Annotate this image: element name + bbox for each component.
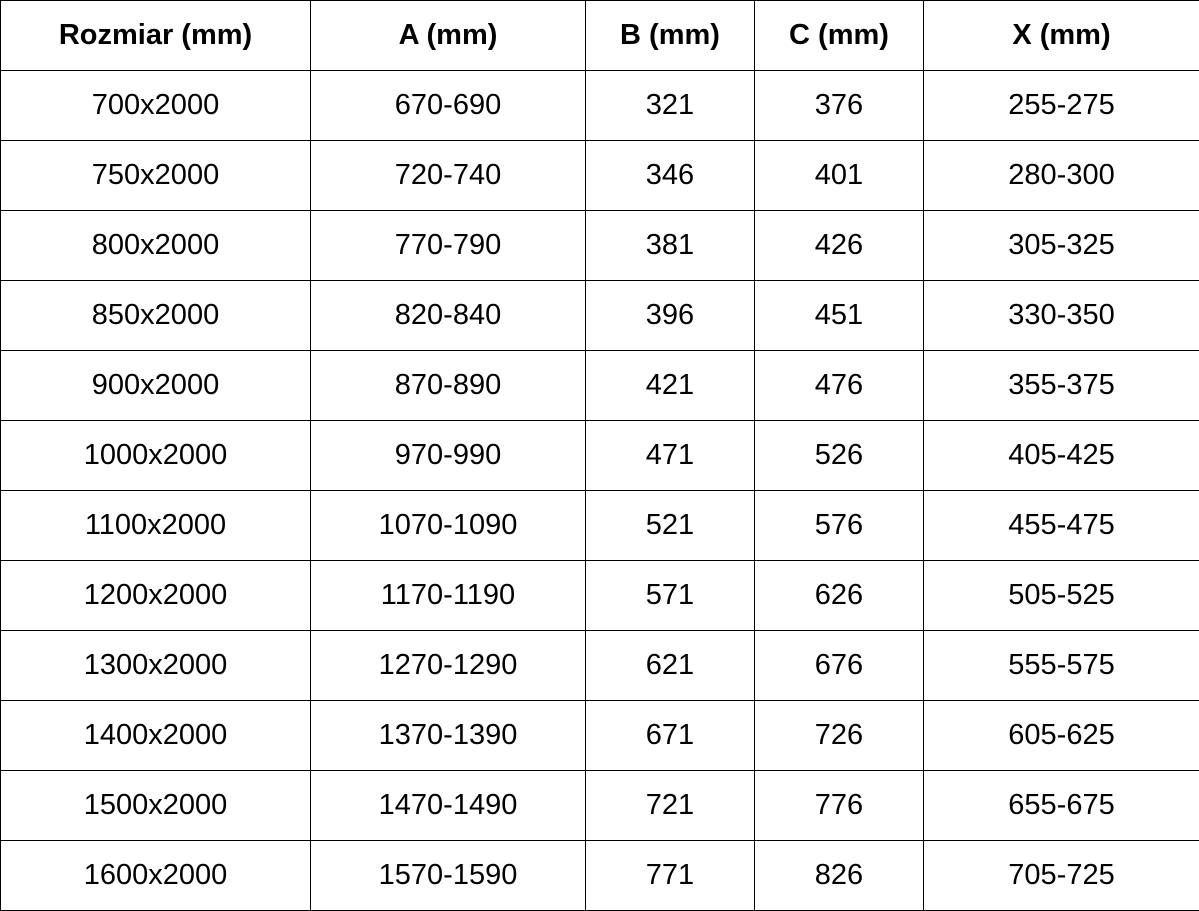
table-cell: 1500x2000	[0, 770, 311, 841]
table-cell: 626	[754, 560, 924, 631]
table-cell: 1600x2000	[0, 840, 311, 911]
table-cell: 1070-1090	[310, 490, 586, 561]
table-cell: 571	[585, 560, 755, 631]
table-cell: 505-525	[923, 560, 1199, 631]
table-cell: 726	[754, 700, 924, 771]
table-cell: 376	[754, 70, 924, 141]
table-cell: 605-625	[923, 700, 1199, 771]
table-row: 900x2000 870-890 421 476 355-375	[0, 350, 1199, 421]
table-row: 1500x2000 1470-1490 721 776 655-675	[0, 770, 1199, 841]
table-cell: 1370-1390	[310, 700, 586, 771]
table-cell: 471	[585, 420, 755, 491]
table-cell: 900x2000	[0, 350, 311, 421]
table-row: 1200x2000 1170-1190 571 626 505-525	[0, 560, 1199, 631]
table-cell: 621	[585, 630, 755, 701]
table-cell: 476	[754, 350, 924, 421]
header-row: Rozmiar (mm) A (mm) B (mm) C (mm) X (mm)	[0, 0, 1199, 71]
table-row: 1400x2000 1370-1390 671 726 605-625	[0, 700, 1199, 771]
table-cell: 255-275	[923, 70, 1199, 141]
table-cell: 720-740	[310, 140, 586, 211]
table-cell: 330-350	[923, 280, 1199, 351]
table-cell: 671	[585, 700, 755, 771]
table-cell: 776	[754, 770, 924, 841]
table-cell: 355-375	[923, 350, 1199, 421]
table-cell: 396	[585, 280, 755, 351]
table-cell: 1200x2000	[0, 560, 311, 631]
table-cell: 321	[585, 70, 755, 141]
column-header: C (mm)	[754, 0, 924, 71]
table-cell: 800x2000	[0, 210, 311, 281]
column-header: B (mm)	[585, 0, 755, 71]
table-row: 750x2000 720-740 346 401 280-300	[0, 140, 1199, 211]
table-cell: 576	[754, 490, 924, 561]
table-row: 800x2000 770-790 381 426 305-325	[0, 210, 1199, 281]
table-cell: 771	[585, 840, 755, 911]
table-row: 1600x2000 1570-1590 771 826 705-725	[0, 840, 1199, 911]
table-cell: 451	[754, 280, 924, 351]
table-cell: 721	[585, 770, 755, 841]
table-cell: 870-890	[310, 350, 586, 421]
table-cell: 1400x2000	[0, 700, 311, 771]
table-cell: 655-675	[923, 770, 1199, 841]
table-cell: 346	[585, 140, 755, 211]
table-cell: 381	[585, 210, 755, 281]
column-header: A (mm)	[310, 0, 586, 71]
table-cell: 521	[585, 490, 755, 561]
table-cell: 770-790	[310, 210, 586, 281]
table-cell: 1300x2000	[0, 630, 311, 701]
column-header: X (mm)	[923, 0, 1199, 71]
table-cell: 1000x2000	[0, 420, 311, 491]
table-cell: 705-725	[923, 840, 1199, 911]
table-cell: 426	[754, 210, 924, 281]
table-row: 700x2000 670-690 321 376 255-275	[0, 70, 1199, 141]
table-cell: 1170-1190	[310, 560, 586, 631]
table-cell: 305-325	[923, 210, 1199, 281]
table-cell: 676	[754, 630, 924, 701]
table-cell: 670-690	[310, 70, 586, 141]
table-cell: 826	[754, 840, 924, 911]
table-cell: 280-300	[923, 140, 1199, 211]
table-cell: 401	[754, 140, 924, 211]
table-cell: 405-425	[923, 420, 1199, 491]
table-cell: 700x2000	[0, 70, 311, 141]
table-cell: 1470-1490	[310, 770, 586, 841]
column-header: Rozmiar (mm)	[0, 0, 311, 71]
table-cell: 1570-1590	[310, 840, 586, 911]
table-cell: 970-990	[310, 420, 586, 491]
table-cell: 526	[754, 420, 924, 491]
table-cell: 1270-1290	[310, 630, 586, 701]
table-row: 1000x2000 970-990 471 526 405-425	[0, 420, 1199, 491]
table-row: 1300x2000 1270-1290 621 676 555-575	[0, 630, 1199, 701]
table-cell: 455-475	[923, 490, 1199, 561]
table-cell: 555-575	[923, 630, 1199, 701]
table-cell: 820-840	[310, 280, 586, 351]
table-cell: 850x2000	[0, 280, 311, 351]
table-cell: 1100x2000	[0, 490, 311, 561]
table-cell: 421	[585, 350, 755, 421]
table-row: 850x2000 820-840 396 451 330-350	[0, 280, 1199, 351]
table-cell: 750x2000	[0, 140, 311, 211]
table-row: 1100x2000 1070-1090 521 576 455-475	[0, 490, 1199, 561]
